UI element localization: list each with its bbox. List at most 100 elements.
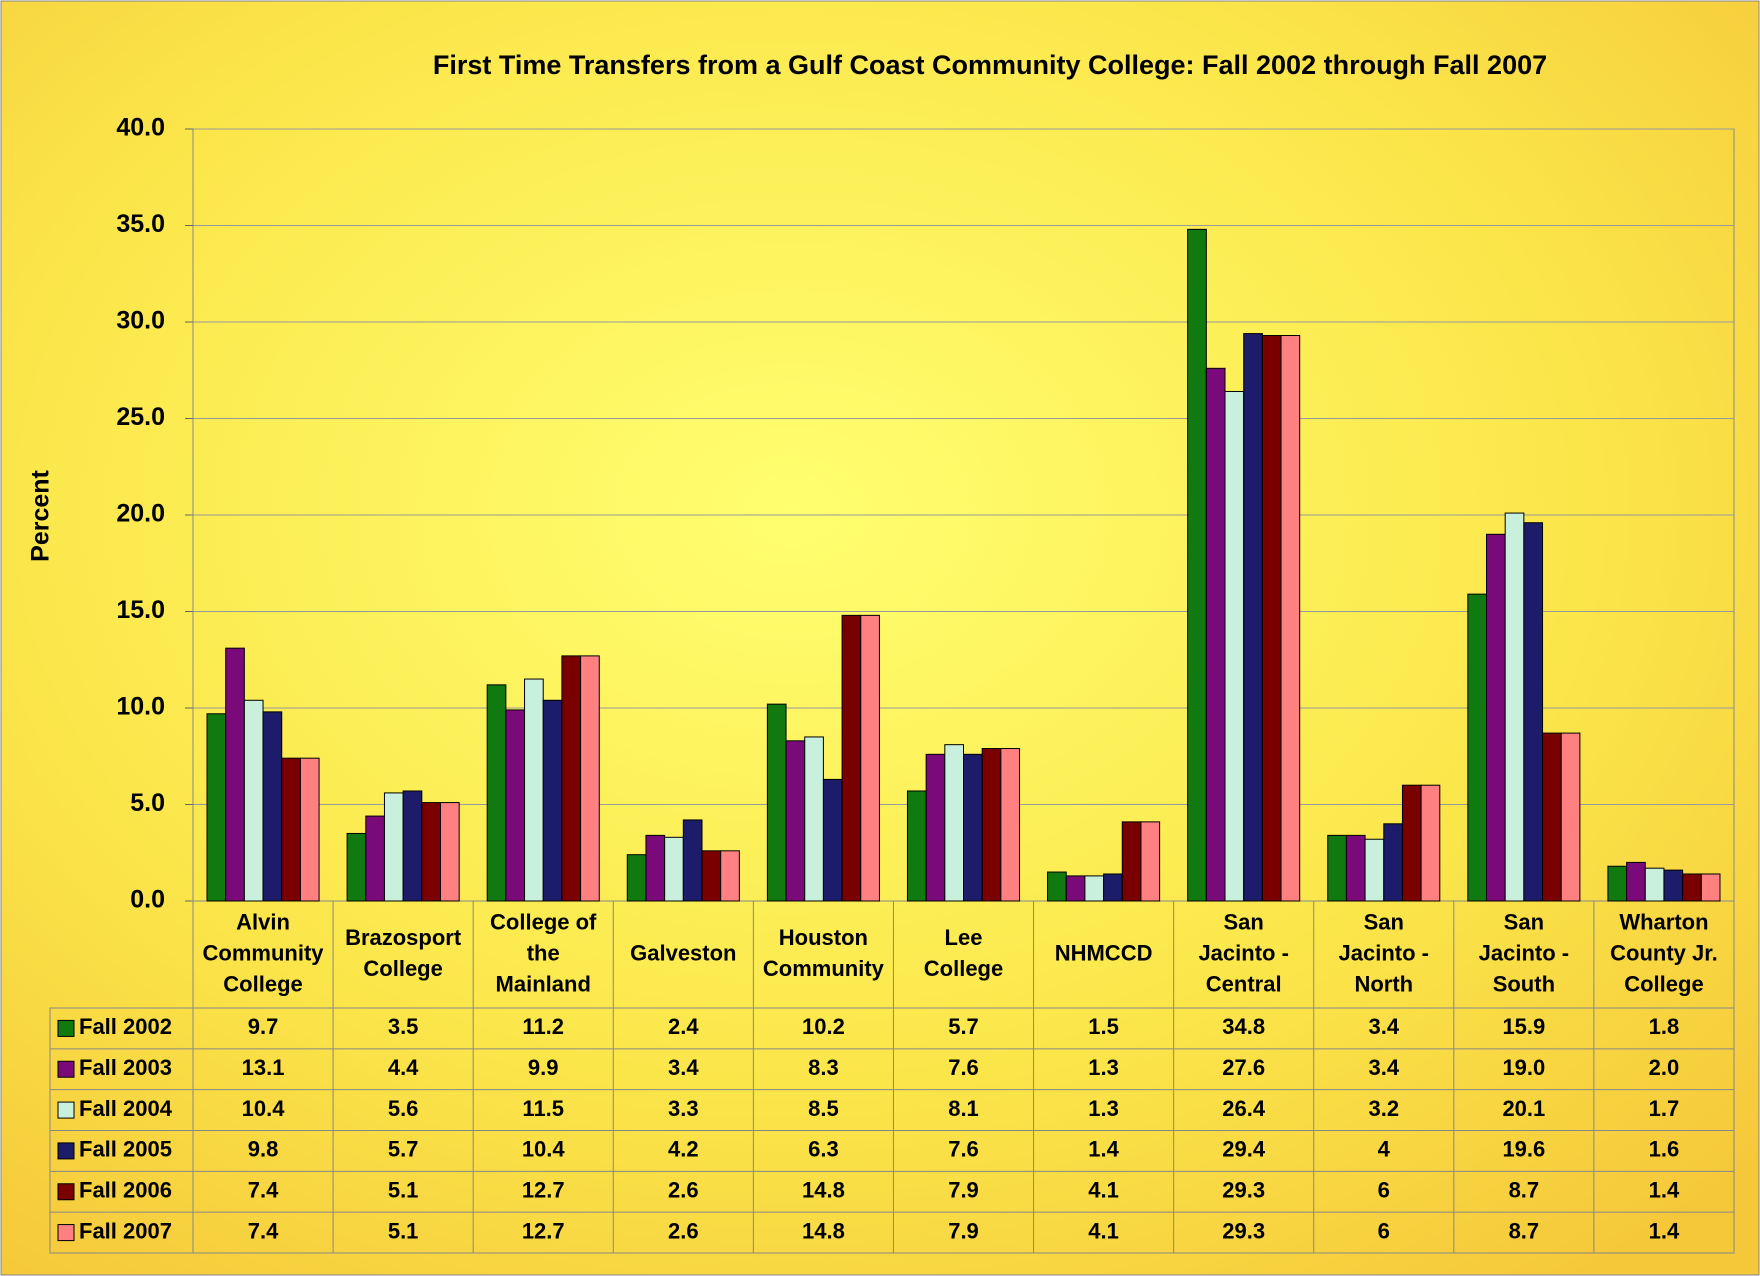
data-label: 5.6 (388, 1096, 419, 1121)
legend-label: Fall 2004 (79, 1096, 173, 1121)
x-tick-label: Mainland (496, 971, 591, 996)
data-label: 7.9 (948, 1178, 979, 1203)
data-label: 10.4 (242, 1096, 286, 1121)
legend-label: Fall 2007 (79, 1218, 172, 1243)
data-label: 12.7 (522, 1218, 565, 1243)
bar (944, 744, 965, 902)
x-tick-label: Houston (779, 925, 868, 950)
data-label: 26.4 (1222, 1096, 1266, 1121)
y-tick-label: 35.0 (116, 210, 165, 238)
x-tick-label: Brazosport (345, 925, 462, 950)
data-label: 3.4 (1368, 1014, 1399, 1039)
bar (981, 748, 1002, 902)
y-tick-label: 25.0 (116, 403, 165, 431)
legend-label: Fall 2005 (79, 1137, 172, 1162)
bar (1280, 335, 1301, 902)
data-label: 4.1 (1088, 1218, 1119, 1243)
legend-swatch (57, 1142, 75, 1160)
bar (402, 790, 423, 902)
data-label: 4.4 (388, 1055, 419, 1080)
legend-label: Fall 2006 (79, 1178, 172, 1203)
data-label: 13.1 (242, 1055, 285, 1080)
data-label: 8.7 (1509, 1218, 1540, 1243)
bar (766, 703, 787, 902)
data-label: 14.8 (802, 1178, 845, 1203)
bar (580, 655, 600, 902)
data-label: 4.1 (1088, 1178, 1119, 1203)
y-tick-label: 0.0 (130, 886, 165, 914)
bar (1486, 533, 1506, 902)
bar (682, 819, 703, 902)
x-tick-label: Galveston (630, 940, 736, 965)
x-tick-label: South (1493, 971, 1555, 996)
x-tick-label: Lee (945, 925, 983, 950)
data-label: 2.6 (668, 1178, 699, 1203)
x-tick-label: North (1354, 971, 1413, 996)
data-label: 8.7 (1509, 1178, 1540, 1203)
bar (1401, 784, 1422, 902)
bar (785, 740, 806, 902)
bar (1084, 875, 1105, 902)
data-label: 1.4 (1088, 1137, 1119, 1162)
bar (1626, 861, 1646, 902)
x-tick-label: NHMCCD (1055, 940, 1153, 965)
x-tick-label: College of (490, 909, 597, 934)
data-label: 4.2 (668, 1137, 699, 1162)
bar (1607, 865, 1628, 902)
bar (561, 655, 582, 902)
data-label: 2.0 (1649, 1055, 1680, 1080)
bar (841, 614, 862, 902)
data-label: 19.0 (1502, 1055, 1545, 1080)
data-label: 7.4 (248, 1218, 279, 1243)
bar (486, 684, 507, 902)
x-tick-label: San (1364, 909, 1404, 934)
bar (421, 802, 441, 902)
data-label: 20.1 (1502, 1096, 1545, 1121)
data-label: 3.2 (1368, 1096, 1399, 1121)
bar (664, 836, 684, 902)
data-label: 8.1 (948, 1096, 979, 1121)
y-tick-label: 20.0 (116, 500, 165, 528)
data-label: 5.7 (948, 1014, 979, 1039)
y-tick-label: 15.0 (116, 596, 165, 624)
bar (299, 757, 320, 902)
x-tick-label: Central (1206, 971, 1282, 996)
data-label: 19.6 (1502, 1137, 1545, 1162)
data-label: 12.7 (522, 1178, 565, 1203)
bar (626, 854, 647, 902)
x-tick-label: Alvin (236, 909, 290, 934)
legend-swatch (57, 1183, 75, 1201)
bar (1383, 823, 1403, 902)
bar (906, 790, 927, 902)
data-label: 10.2 (802, 1014, 845, 1039)
bar (1682, 873, 1702, 902)
y-tick-label: 10.0 (116, 693, 165, 721)
bar (1140, 821, 1161, 902)
x-tick-label: Community (763, 956, 885, 981)
bar (1243, 333, 1263, 902)
bar (860, 614, 880, 902)
data-label: 29.4 (1222, 1137, 1266, 1162)
bar (505, 709, 526, 902)
bar (1205, 367, 1226, 902)
bar (963, 753, 983, 902)
data-label: 7.6 (948, 1137, 979, 1162)
x-tick-label: San (1504, 909, 1544, 934)
bar (701, 850, 722, 902)
legend-label: Fall 2002 (79, 1014, 172, 1039)
data-label: 9.8 (248, 1137, 279, 1162)
data-label: 2.6 (668, 1218, 699, 1243)
data-label: 1.5 (1088, 1014, 1119, 1039)
chart-title: First Time Transfers from a Gulf Coast C… (433, 50, 1547, 80)
bar (1663, 869, 1684, 902)
bar (1467, 593, 1488, 902)
bar (645, 834, 666, 902)
bar (925, 753, 946, 902)
bar (1065, 875, 1086, 902)
data-label: 10.4 (522, 1137, 566, 1162)
data-label: 1.7 (1649, 1096, 1680, 1121)
data-label: 1.8 (1649, 1014, 1680, 1039)
data-label: 15.9 (1502, 1014, 1545, 1039)
bar (1523, 522, 1544, 902)
